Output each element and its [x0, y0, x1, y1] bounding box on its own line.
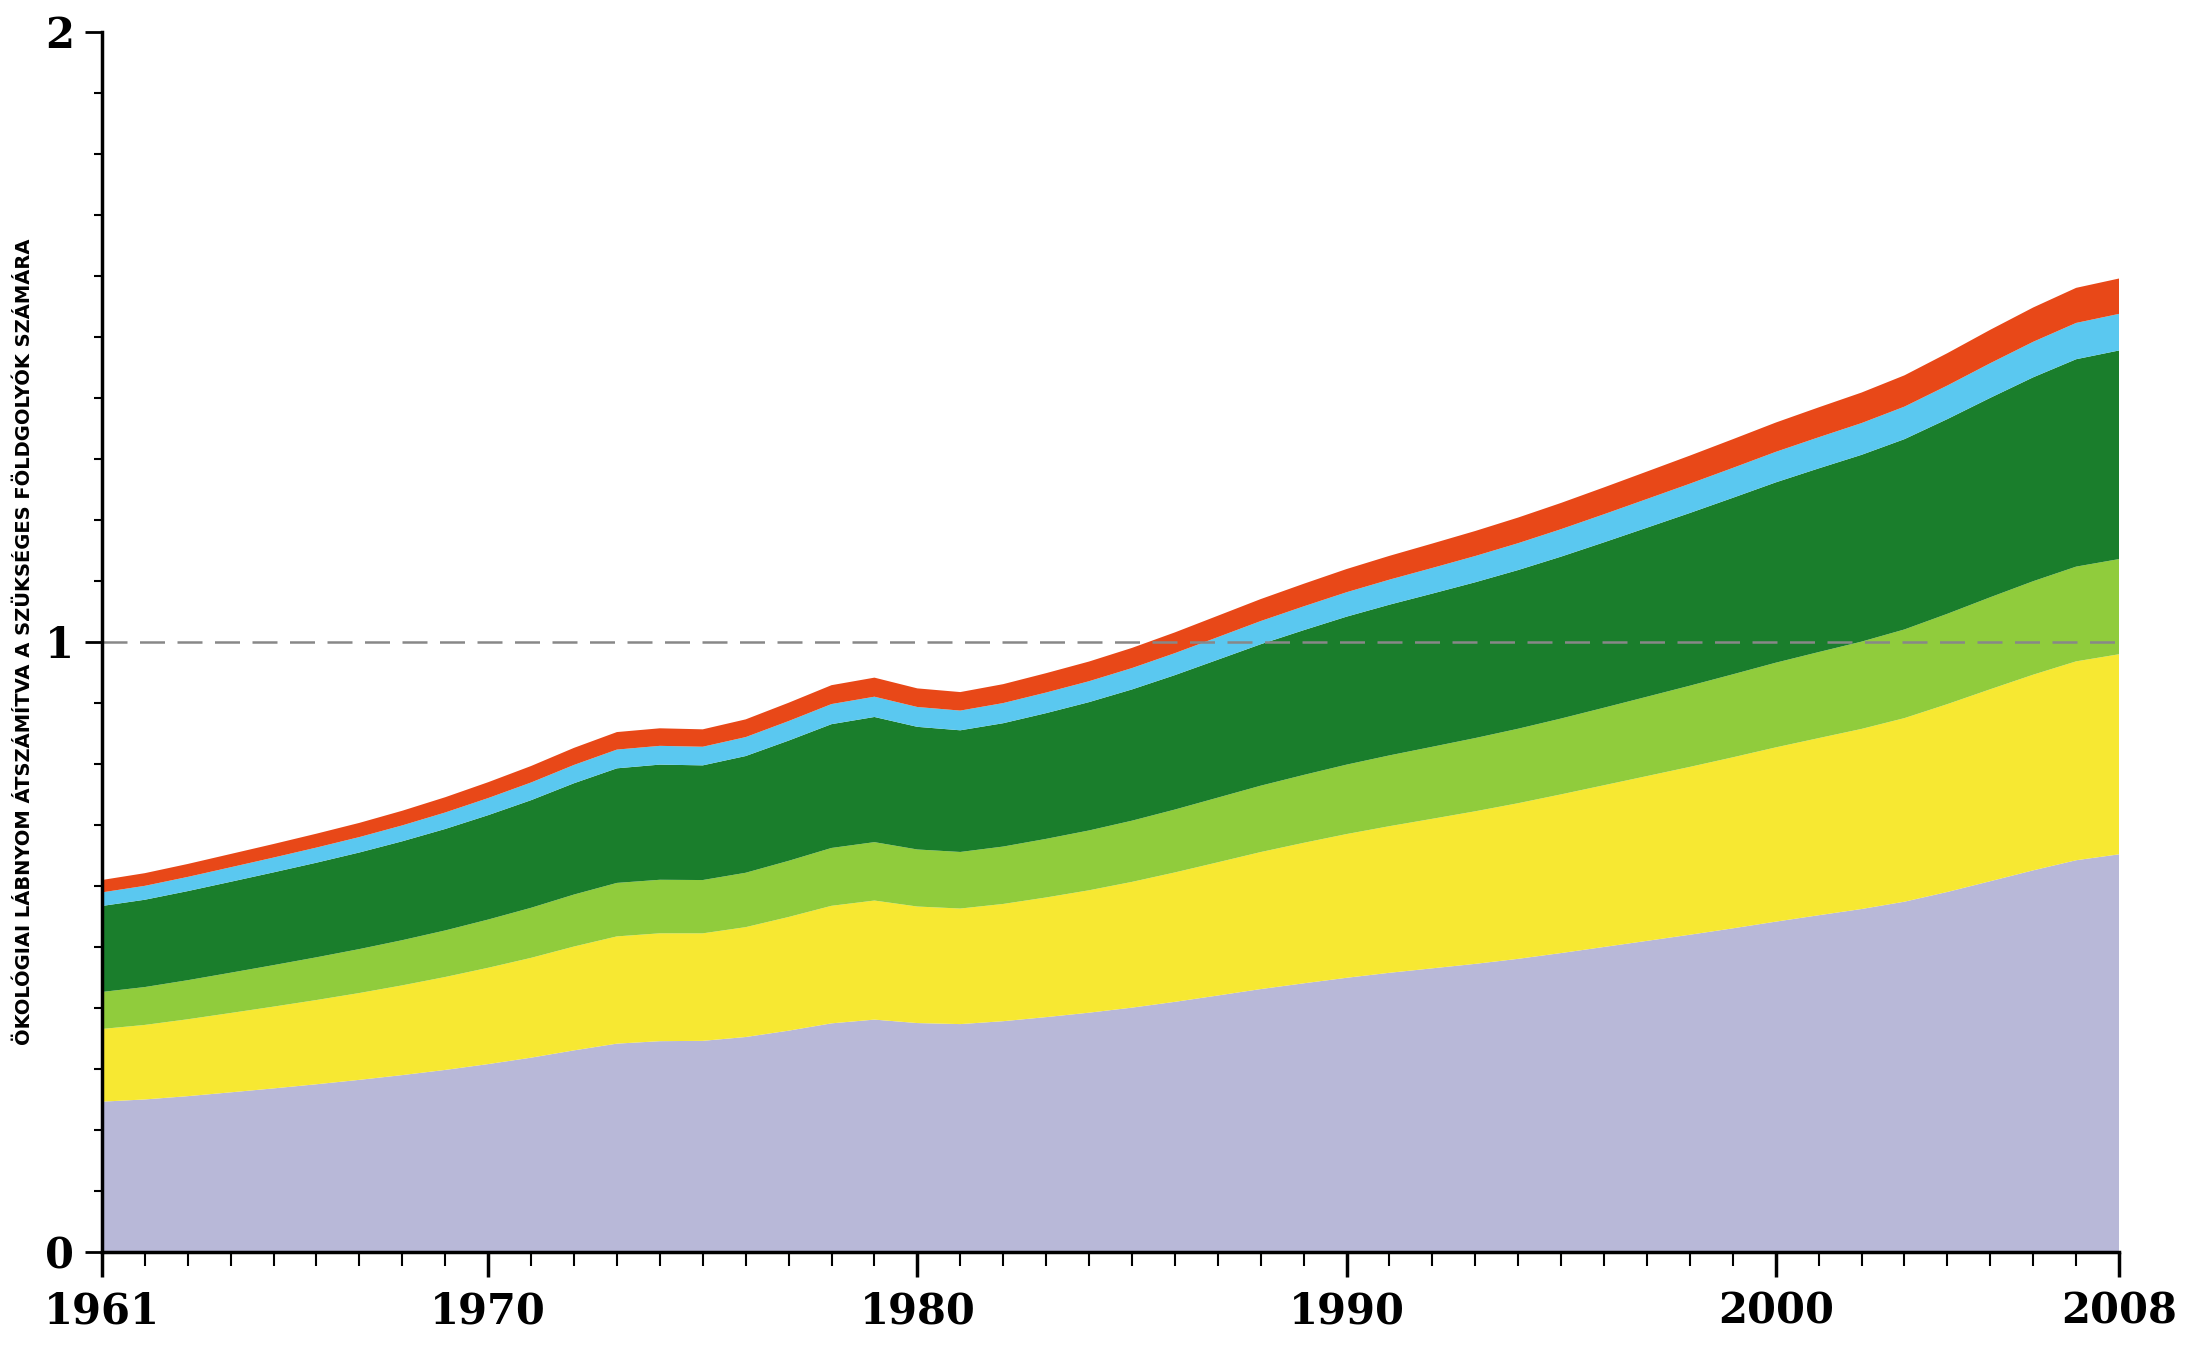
Y-axis label: ÖKOLÓGIAI LÁBNYOM ÁTSZÁMÍTVA A SZÜKSÉGES FÖLDGOLYÓK SZÁMÁRA: ÖKOLÓGIAI LÁBNYOM ÁTSZÁMÍTVA A SZÜKSÉGES…	[15, 239, 35, 1045]
